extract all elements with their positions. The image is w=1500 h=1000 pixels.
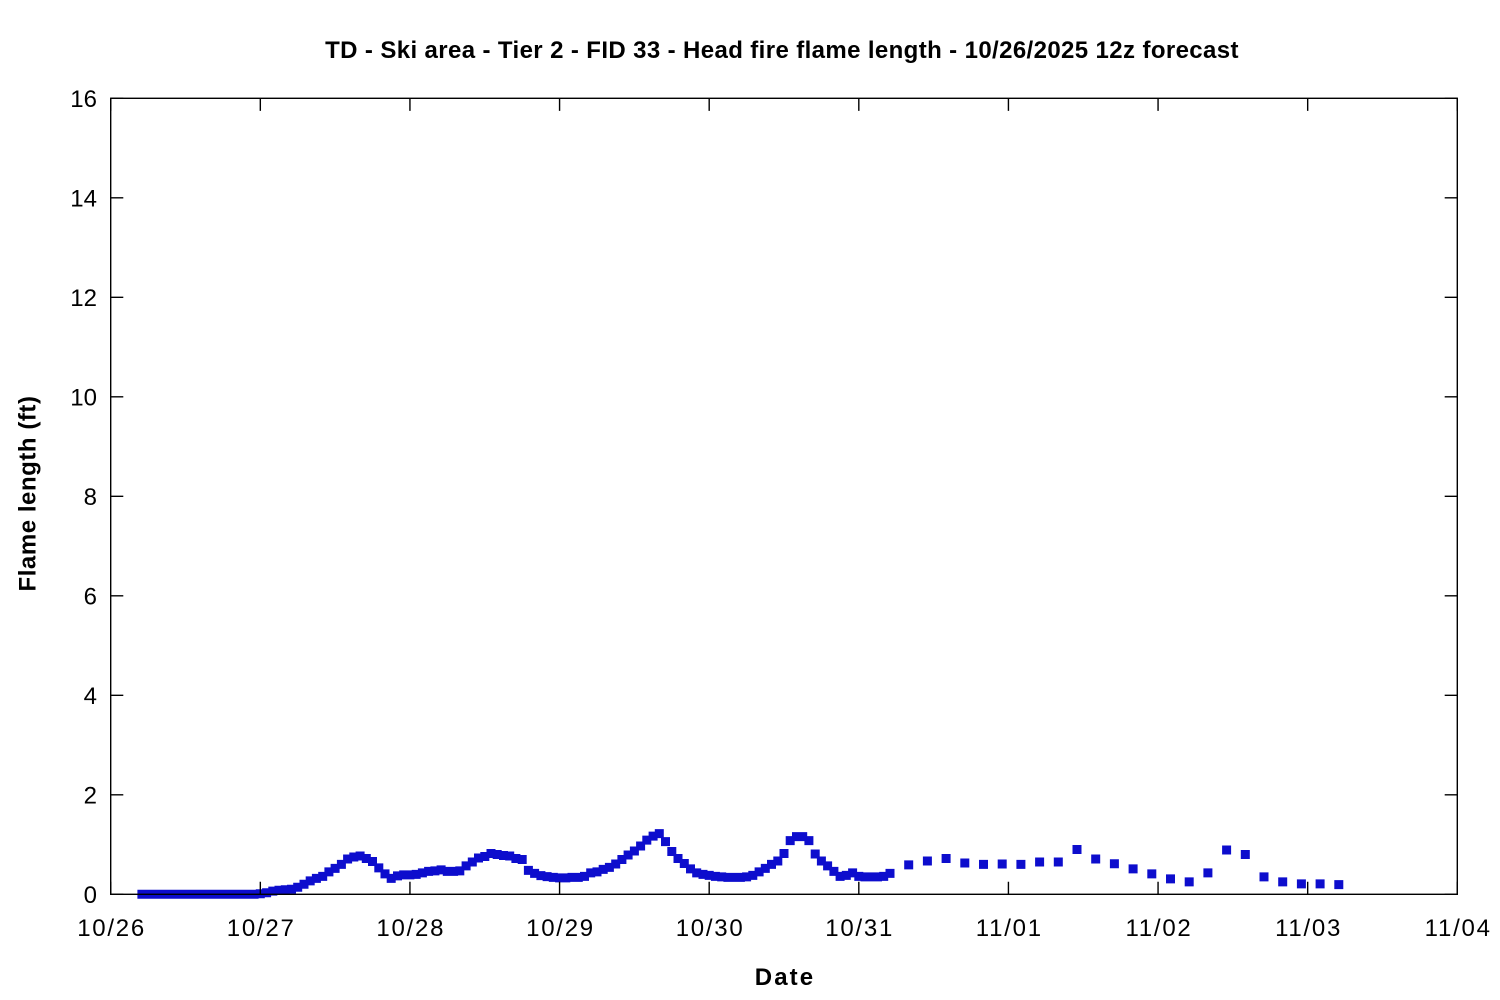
svg-text:16: 16 [70, 86, 97, 113]
svg-text:TD - Ski area - Tier 2 - FID 3: TD - Ski area - Tier 2 - FID 33 - Head f… [325, 37, 1239, 64]
svg-text:Flame length (ft): Flame length (ft) [15, 395, 42, 591]
svg-text:11/01: 11/01 [976, 915, 1043, 942]
svg-text:10: 10 [70, 384, 97, 411]
svg-text:6: 6 [84, 583, 97, 610]
svg-text:10/27: 10/27 [227, 915, 296, 942]
svg-text:11/04: 11/04 [1425, 915, 1492, 942]
svg-text:10/28: 10/28 [376, 915, 445, 942]
svg-text:4: 4 [84, 683, 97, 710]
svg-text:10/31: 10/31 [825, 915, 894, 942]
svg-text:8: 8 [84, 484, 97, 511]
svg-text:12: 12 [70, 285, 97, 312]
svg-text:0: 0 [84, 882, 97, 909]
svg-text:11/03: 11/03 [1275, 915, 1342, 942]
svg-text:10/29: 10/29 [526, 915, 595, 942]
svg-text:Date: Date [755, 964, 815, 991]
svg-text:11/02: 11/02 [1125, 915, 1192, 942]
svg-text:14: 14 [70, 185, 97, 212]
svg-text:10/26: 10/26 [77, 915, 146, 942]
svg-text:10/30: 10/30 [676, 915, 745, 942]
svg-text:2: 2 [84, 782, 97, 809]
